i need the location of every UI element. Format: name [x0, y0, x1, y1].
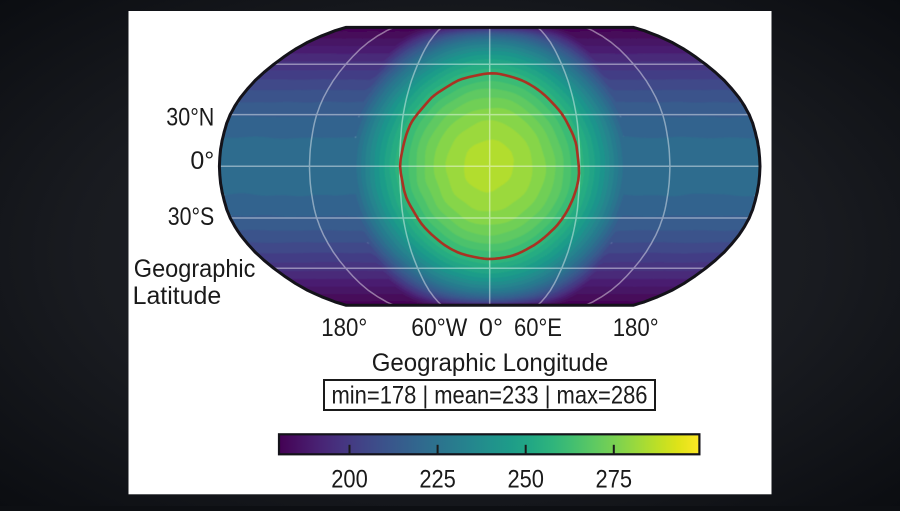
svg-text:250: 250 — [507, 466, 544, 494]
svg-text:Geographic Longitude: Geographic Longitude — [372, 349, 609, 377]
svg-text:0°: 0° — [190, 147, 214, 175]
svg-text:min=178 | mean=233 | max=286: min=178 | mean=233 | max=286 — [332, 382, 648, 410]
svg-text:Geographic: Geographic — [134, 255, 256, 283]
svg-text:0°: 0° — [479, 314, 503, 342]
svg-text:180°: 180° — [613, 314, 659, 342]
svg-text:30°S: 30°S — [168, 203, 215, 231]
svg-text:180°: 180° — [321, 314, 367, 342]
svg-text:Latitude: Latitude — [133, 282, 222, 310]
svg-text:60°W: 60°W — [411, 314, 467, 342]
svg-text:60°E: 60°E — [514, 314, 562, 342]
svg-text:30°N: 30°N — [166, 103, 214, 131]
svg-text:275: 275 — [596, 466, 633, 494]
svg-text:225: 225 — [419, 466, 456, 494]
svg-text:200: 200 — [331, 466, 368, 494]
